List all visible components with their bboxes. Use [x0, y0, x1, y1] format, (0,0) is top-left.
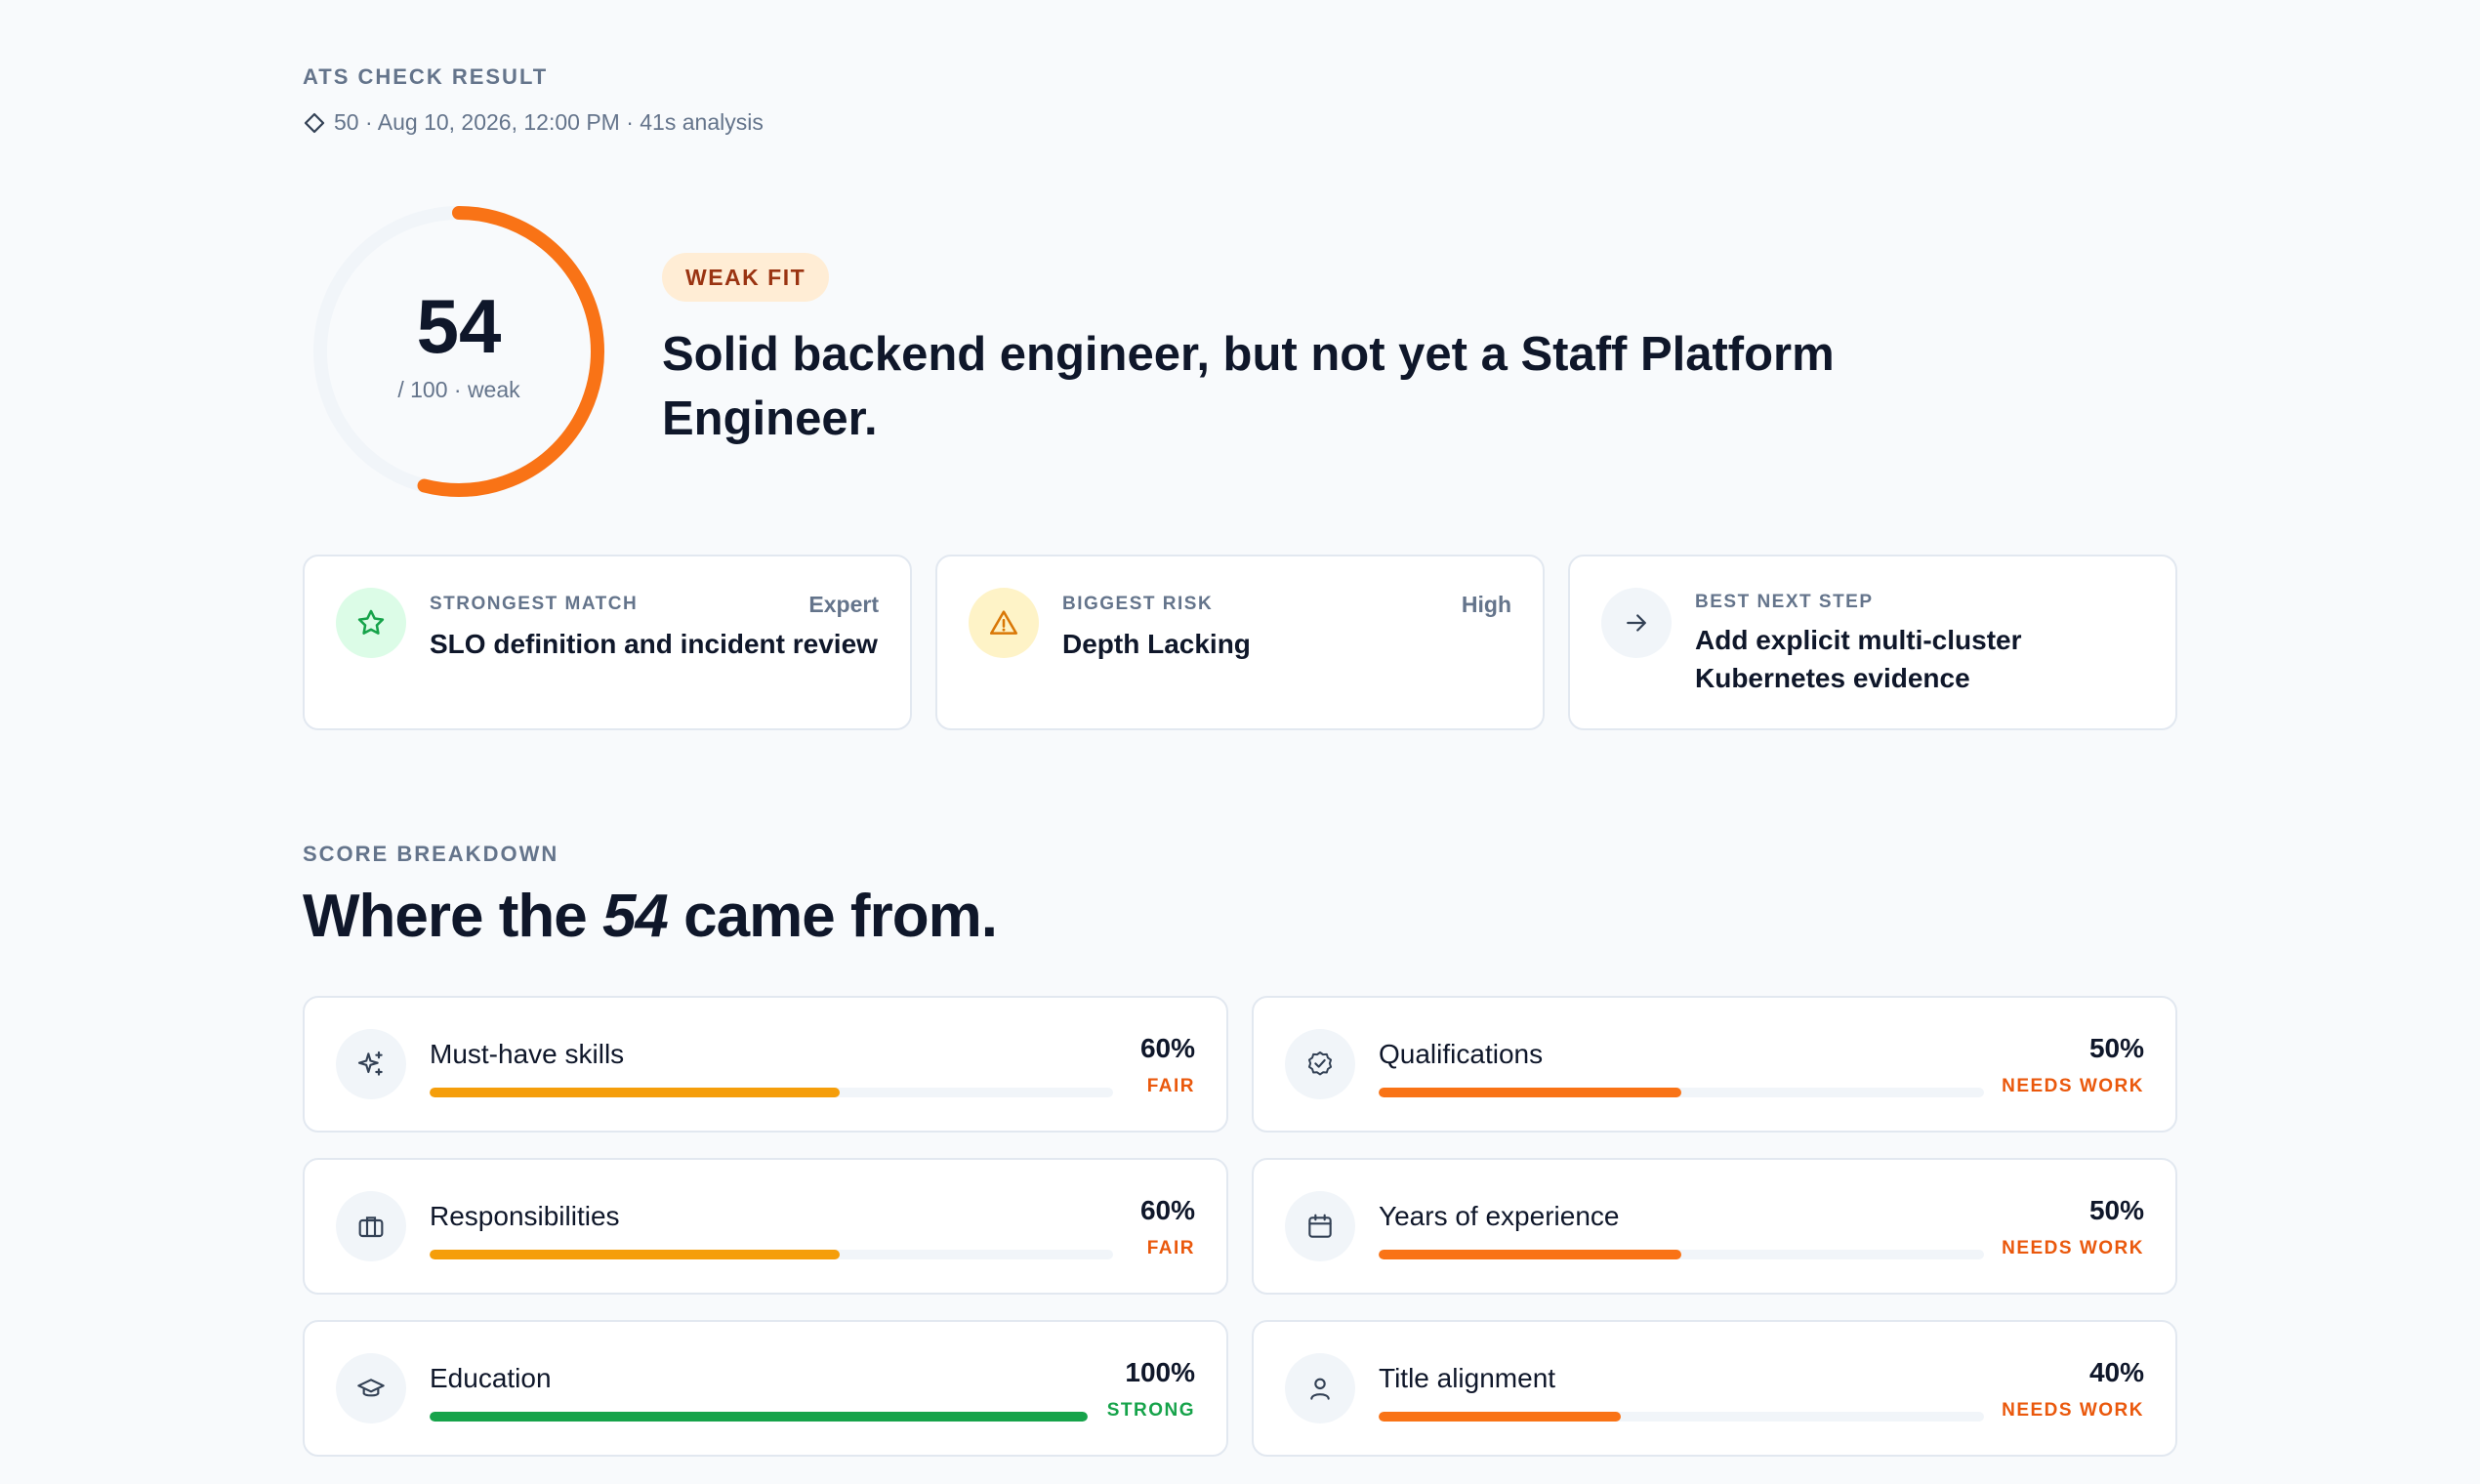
breakdown-bar-track	[430, 1412, 1088, 1422]
breakdown-card-title-alignment: Title alignment 40% NEEDS WORK	[1252, 1320, 2177, 1457]
diamond-icon	[303, 111, 326, 135]
breakdown-label: Years of experience	[1379, 1201, 1620, 1231]
insight-value: Add explicit multi-cluster Kubernetes ev…	[1695, 625, 2022, 693]
breakdown-percent: 50%	[2088, 1195, 2144, 1225]
meta-text: 50 · Aug 10, 2026, 12:00 PM · 41s analys…	[334, 109, 764, 135]
score-ring-progress	[313, 206, 604, 497]
score-gauge: 54 / 100 · weak	[303, 195, 615, 508]
insight-value: Depth Lacking	[1062, 629, 1251, 659]
breakdown-bar-fill	[1379, 1088, 1681, 1097]
breakdown-label: Education	[430, 1363, 552, 1393]
breakdown-bar-fill	[430, 1250, 840, 1259]
insight-label: BIGGEST RISK	[1062, 594, 1214, 614]
breakdown-title-prefix: Where the	[303, 883, 602, 950]
breakdown-status: NEEDS WORK	[2002, 1400, 2144, 1421]
breakdown-percent: 100%	[1125, 1357, 1195, 1387]
briefcase-icon	[336, 1191, 406, 1261]
breakdown-status: FAIR	[1146, 1076, 1195, 1096]
user-icon	[1285, 1353, 1355, 1423]
breakdown-card-education: Education 100% STRONG	[303, 1320, 1228, 1457]
star-icon	[336, 588, 406, 658]
sparkles-icon	[336, 1029, 406, 1099]
breakdown-bar-fill	[430, 1412, 1088, 1422]
breakdown-label: Must-have skills	[430, 1039, 625, 1069]
result-meta: 50 · Aug 10, 2026, 12:00 PM · 41s analys…	[303, 109, 764, 136]
score-value: 54	[416, 283, 502, 369]
breakdown-card-qualifications: Qualifications 50% NEEDS WORK	[1252, 996, 2177, 1133]
insight-label: STRONGEST MATCH	[430, 594, 639, 614]
breakdown-bar-track	[430, 1088, 1113, 1097]
insight-card-best-next-step: BEST NEXT STEP Add explicit multi-cluste…	[1568, 555, 2177, 730]
breakdown-card-years-of-experience: Years of experience 50% NEEDS WORK	[1252, 1158, 2177, 1295]
page-eyebrow: ATS CHECK RESULT	[303, 64, 549, 89]
insight-level: High	[1461, 592, 1511, 617]
breakdown-status: STRONG	[1106, 1400, 1195, 1421]
breakdown-bar-track	[1379, 1088, 1984, 1097]
graduation-cap-icon	[336, 1353, 406, 1423]
breakdown-bar-fill	[1379, 1412, 1621, 1422]
breakdown-status: NEEDS WORK	[2002, 1076, 2144, 1096]
breakdown-bar-track	[430, 1250, 1113, 1259]
arrow-right-icon	[1601, 588, 1672, 658]
breakdown-card-responsibilities: Responsibilities 60% FAIR	[303, 1158, 1228, 1295]
insight-card-strongest-match: STRONGEST MATCH Expert SLO definition an…	[303, 555, 912, 730]
breakdown-label: Qualifications	[1379, 1039, 1544, 1069]
score-max-label: / 100 · weak	[397, 377, 520, 402]
breakdown-bar-fill	[1379, 1250, 1681, 1259]
breakdown-card-must-have-skills: Must-have skills 60% FAIR	[303, 996, 1228, 1133]
breakdown-title-score: 54	[601, 883, 669, 950]
breakdown-percent: 40%	[2088, 1357, 2144, 1387]
breakdown-status: NEEDS WORK	[2002, 1238, 2144, 1258]
fit-badge: WEAK FIT	[662, 253, 830, 302]
breakdown-percent: 60%	[1139, 1195, 1195, 1225]
breakdown-status: FAIR	[1146, 1238, 1195, 1258]
insight-level: Expert	[808, 592, 879, 617]
breakdown-eyebrow: SCORE BREAKDOWN	[303, 842, 559, 866]
badge-check-icon	[1285, 1029, 1355, 1099]
insight-card-biggest-risk: BIGGEST RISK High Depth Lacking	[935, 555, 1545, 730]
insight-label: BEST NEXT STEP	[1695, 592, 1874, 612]
breakdown-title-suffix: came from.	[667, 883, 998, 950]
warning-icon	[969, 588, 1039, 658]
breakdown-label: Title alignment	[1379, 1363, 1556, 1393]
breakdown-bar-track	[1379, 1250, 1984, 1259]
breakdown-bar-track	[1379, 1412, 1984, 1422]
breakdown-percent: 60%	[1139, 1033, 1195, 1063]
calendar-icon	[1285, 1191, 1355, 1261]
breakdown-title: Where the 54 came from.	[303, 882, 998, 951]
verdict-headline: Solid backend engineer, but not yet a St…	[662, 328, 1835, 445]
breakdown-label: Responsibilities	[430, 1201, 620, 1231]
breakdown-bar-fill	[430, 1088, 840, 1097]
insight-value: SLO definition and incident review	[430, 629, 878, 659]
breakdown-percent: 50%	[2088, 1033, 2144, 1063]
